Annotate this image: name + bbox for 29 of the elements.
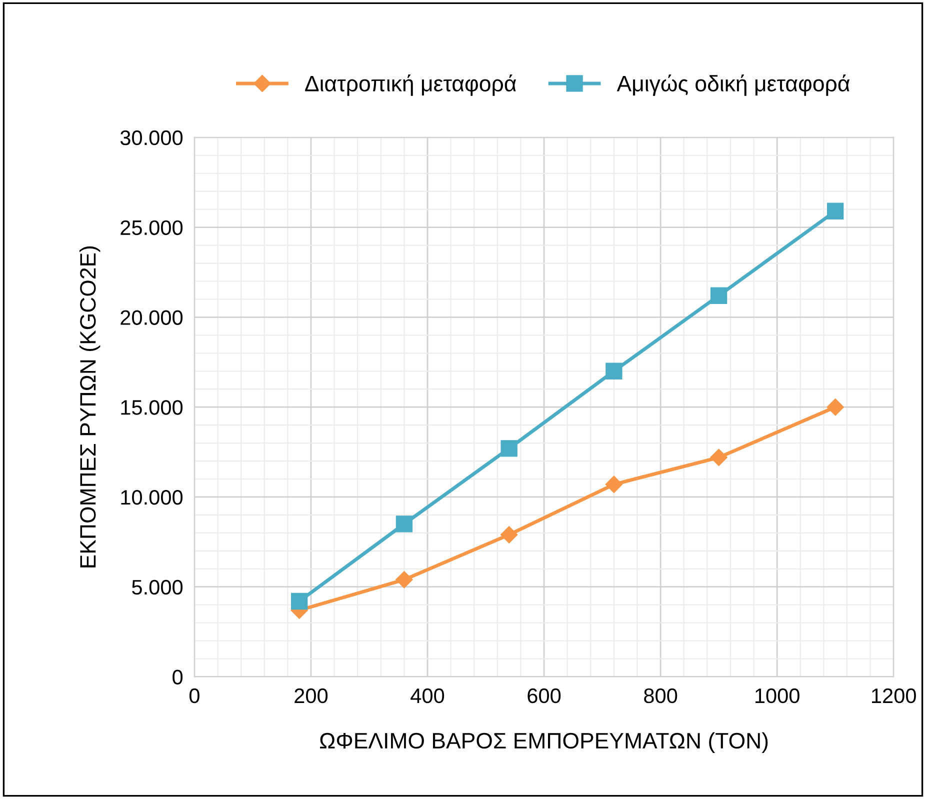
x-tick-label: 600: [528, 688, 561, 704]
point: [396, 516, 413, 532]
y-tick-label: 25.000: [120, 220, 183, 236]
point: [710, 287, 728, 304]
y-tick-label: 0: [172, 670, 183, 685]
y-tick-label: 10.000: [121, 490, 183, 505]
x-tick-label: 1000: [755, 688, 800, 704]
point: [826, 202, 844, 220]
point: [396, 571, 413, 588]
y-tick-label: 30.000: [120, 130, 183, 146]
legend-label: Αμιγώς οδική μεταφορά: [616, 74, 850, 96]
y-axis-title: ΕΚΠΟΜΠΕΣ ΡΥΠΩΝ (KGCO2E): [79, 246, 100, 568]
x-tick-label: 1200: [872, 688, 916, 704]
point: [500, 440, 518, 457]
point: [500, 526, 518, 544]
x-tick-label: 400: [410, 688, 444, 704]
point: [605, 476, 622, 493]
point: [606, 362, 622, 380]
y-tick-label: 20.000: [120, 310, 183, 325]
x-tick-label: 800: [644, 688, 678, 704]
point: [826, 398, 844, 416]
point: [710, 448, 728, 466]
x-tick-label: 200: [294, 688, 328, 704]
point: [290, 592, 308, 610]
x-axis-title: ΩΦΕΛΙΜΟ ΒΑΡΟΣ ΕΜΠΟΡΕΥΜΑΤΩΝ (ΤΟΝ): [320, 732, 768, 753]
y-tick-label: 15.000: [121, 400, 183, 415]
y-tick-label: 5.000: [132, 580, 183, 595]
x-tick-label: 0: [189, 688, 200, 704]
legend-label: Διατροπική μεταφορά: [305, 74, 516, 96]
